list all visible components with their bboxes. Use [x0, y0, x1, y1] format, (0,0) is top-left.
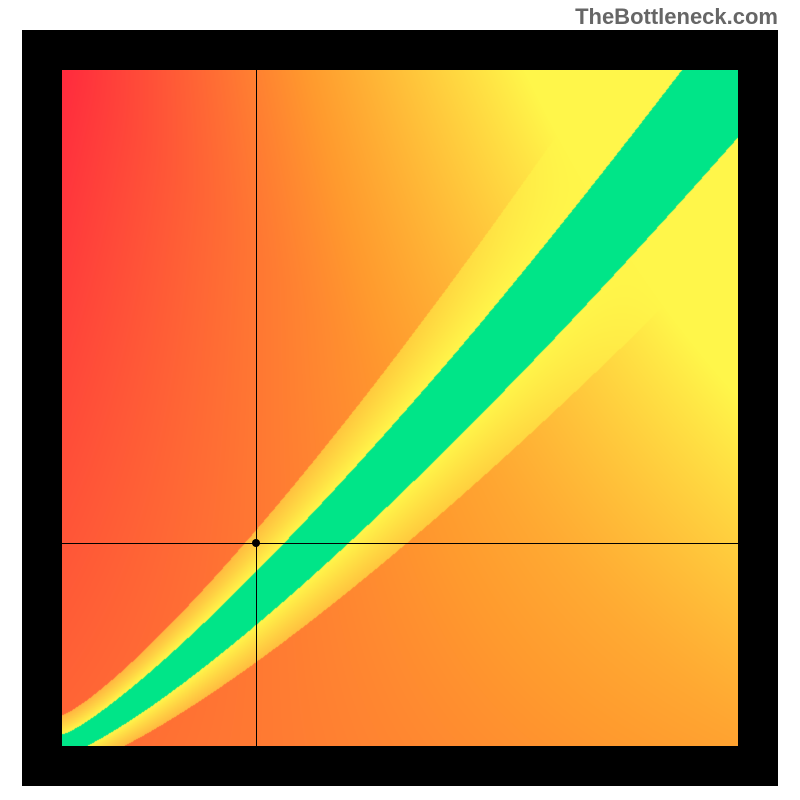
watermark-text: TheBottleneck.com: [575, 4, 778, 30]
heatmap-canvas: [62, 70, 738, 746]
chart-container: TheBottleneck.com: [0, 0, 800, 800]
crosshair-vertical: [256, 70, 258, 746]
chart-frame: [22, 30, 778, 786]
crosshair-horizontal: [62, 543, 738, 545]
